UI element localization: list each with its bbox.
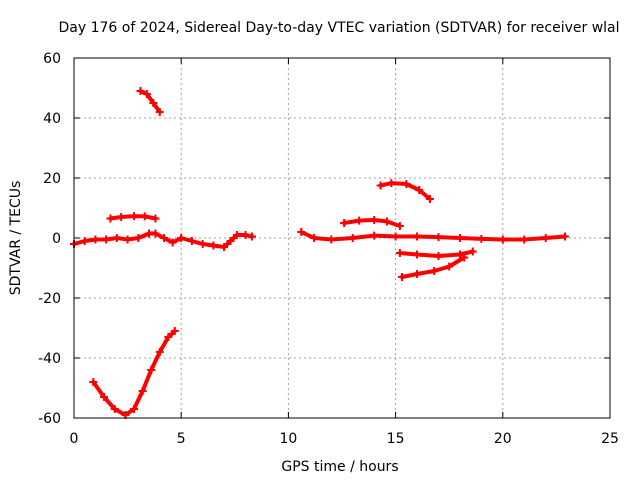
data-point (425, 195, 434, 203)
series-group (70, 87, 569, 419)
data-point (241, 231, 250, 239)
x-tick-label: 15 (387, 431, 405, 447)
y-tick-label: -60 (38, 411, 61, 427)
y-tick-label: -20 (38, 291, 61, 307)
data-point (106, 214, 115, 223)
data-track-9 (400, 255, 467, 279)
data-point (123, 235, 132, 244)
data-point (138, 387, 147, 395)
data-track-5 (299, 230, 567, 242)
data-point (455, 250, 464, 259)
data-track-1 (138, 89, 162, 114)
data-point (80, 237, 89, 245)
data-point (130, 212, 139, 221)
data-track-7 (378, 181, 432, 201)
x-tick-label: 5 (177, 431, 186, 447)
data-point (89, 378, 98, 386)
data-point (91, 235, 100, 244)
data-point (164, 333, 173, 341)
data-point (395, 249, 404, 257)
data-point (310, 234, 319, 242)
data-point (348, 234, 357, 242)
data-point (187, 237, 196, 245)
data-point (413, 232, 422, 241)
data-point (151, 229, 160, 238)
x-tick-label: 10 (279, 431, 297, 447)
data-point (460, 253, 469, 262)
x-axis-label: GPS time / hours (281, 459, 398, 475)
data-point (468, 247, 477, 256)
data-point (498, 235, 507, 244)
data-point (398, 273, 407, 281)
data-point (226, 237, 235, 245)
data-point (134, 234, 143, 242)
data-point (102, 235, 111, 244)
data-point (560, 232, 569, 241)
y-tick-label: 0 (52, 231, 61, 247)
data-point (541, 234, 550, 242)
data-point (198, 240, 207, 248)
data-point (117, 213, 126, 221)
data-point (130, 405, 139, 413)
data-point (434, 252, 443, 260)
data-point (136, 87, 145, 95)
data-point (149, 99, 158, 107)
data-point (168, 238, 177, 247)
data-point (142, 90, 151, 98)
data-point (430, 267, 439, 275)
data-point (297, 228, 306, 236)
data-track-4 (91, 329, 177, 417)
x-tick-label: 25 (601, 431, 619, 447)
y-axis-label: SDTVAR / TECUs (8, 181, 24, 296)
data-point (402, 180, 411, 188)
data-point (155, 108, 164, 116)
data-point (100, 393, 109, 401)
data-point (220, 243, 229, 251)
data-point (445, 262, 454, 271)
data-point (247, 232, 256, 241)
y-tick-label: 40 (43, 111, 61, 127)
chart-title: Day 176 of 2024, Sidereal Day-to-day VTE… (58, 20, 619, 36)
data-point (520, 235, 529, 244)
y-tick-label: 60 (43, 51, 61, 67)
data-point (434, 233, 443, 242)
data-point (477, 234, 486, 243)
data-point (391, 232, 400, 241)
data-point (177, 234, 186, 242)
data-point (112, 234, 121, 242)
data-point (110, 405, 119, 413)
data-track-3 (72, 231, 254, 249)
data-point (140, 212, 149, 221)
data-point (232, 231, 241, 239)
data-point (383, 217, 392, 226)
tick-group: 0 5 10 15 20 25 -60 -40 -20 0 20 40 60 (38, 51, 619, 447)
data-point (340, 219, 349, 227)
data-point (370, 231, 379, 240)
data-point (455, 234, 464, 242)
data-point (151, 214, 160, 223)
data-point (355, 216, 364, 225)
data-point (209, 241, 218, 250)
data-point (160, 234, 169, 242)
data-point (387, 179, 396, 188)
data-point (155, 348, 164, 356)
data-point (376, 181, 385, 190)
x-tick-label: 20 (494, 431, 512, 447)
data-point (395, 222, 404, 230)
x-tick-label: 0 (70, 431, 79, 447)
data-point (170, 327, 179, 335)
data-point (413, 270, 422, 278)
data-point (415, 186, 424, 194)
data-point (413, 250, 422, 259)
y-tick-label: -40 (38, 351, 61, 367)
data-point (147, 366, 156, 374)
data-point (327, 235, 336, 244)
data-point (370, 216, 379, 224)
y-tick-label: 20 (43, 171, 61, 187)
